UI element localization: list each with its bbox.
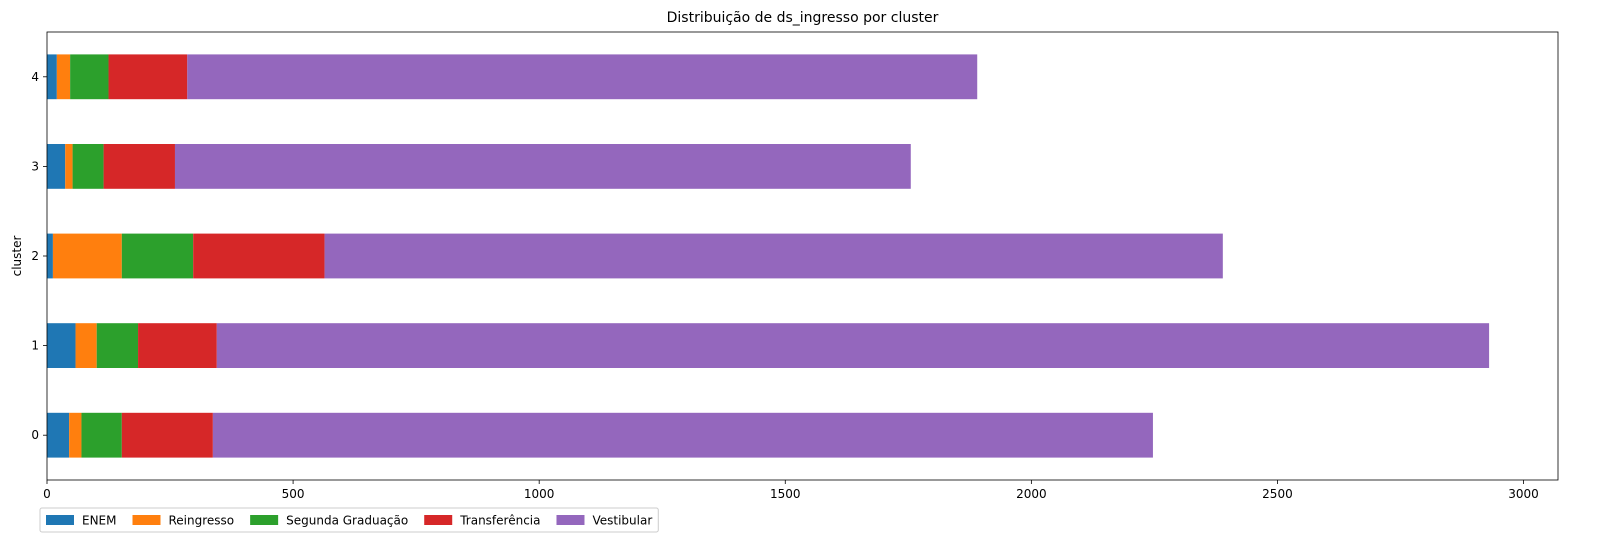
y-tick-label: 1 — [31, 339, 39, 353]
x-tick-label: 1500 — [770, 487, 801, 501]
legend-box — [39, 507, 659, 533]
bar-reingresso-cluster-0 — [69, 412, 82, 458]
bar-enem-cluster-2 — [47, 233, 53, 279]
bar-segunda-graduacao-cluster-2 — [121, 233, 194, 279]
y-ticks-group: 0 1 2 3 4 — [31, 70, 47, 442]
bar-transferencia-cluster-1 — [138, 323, 217, 368]
bars-group — [47, 54, 1490, 458]
bar-transferencia-cluster-0 — [121, 412, 213, 458]
x-tick-label: 500 — [282, 487, 305, 501]
plot-frame — [46, 31, 1559, 481]
chart-title: Distribuição de ds_ingresso por cluster — [667, 10, 939, 26]
bar-enem-cluster-3 — [47, 144, 66, 189]
legend-label-vestibular: Vestibular — [592, 514, 652, 528]
x-tick-label: 2000 — [1016, 487, 1047, 501]
bar-vestibular-cluster-1 — [216, 323, 1490, 368]
bar-reingresso-cluster-4 — [56, 54, 71, 100]
legend-label-transferencia: Transferência — [459, 514, 540, 528]
legend-label-segunda-graduacao: Segunda Graduação — [286, 514, 408, 528]
legend: ENEM Reingresso Segunda Graduação Transferê… — [39, 507, 659, 533]
x-tick-label: 1000 — [524, 487, 555, 501]
y-tick-label: 3 — [31, 159, 39, 173]
bar-vestibular-cluster-2 — [324, 233, 1223, 279]
bar-enem-cluster-1 — [47, 323, 76, 368]
bar-segunda-graduacao-cluster-0 — [81, 412, 122, 458]
legend-label-reingresso: Reingresso — [169, 514, 235, 528]
bar-reingresso-cluster-1 — [75, 323, 97, 368]
y-axis-label: cluster — [10, 236, 24, 277]
x-tick-label: 3000 — [1508, 487, 1539, 501]
bar-enem-cluster-0 — [47, 412, 70, 458]
x-tick-label: 0 — [43, 487, 51, 501]
bar-segunda-graduacao-cluster-4 — [70, 54, 109, 100]
bar-segunda-graduacao-cluster-3 — [72, 144, 104, 189]
bar-enem-cluster-4 — [47, 54, 57, 100]
bar-transferencia-cluster-4 — [108, 54, 188, 100]
bar-vestibular-cluster-3 — [174, 144, 911, 189]
bar-vestibular-cluster-0 — [212, 412, 1153, 458]
bar-transferencia-cluster-2 — [193, 233, 325, 279]
legend-swatch-enem — [46, 515, 74, 525]
x-tick-label: 2500 — [1262, 487, 1293, 501]
legend-swatch-segunda-graduacao — [250, 515, 279, 525]
legend-label-enem: ENEM — [82, 514, 117, 528]
bar-segunda-graduacao-cluster-1 — [96, 323, 139, 368]
legend-swatch-reingresso — [132, 515, 161, 525]
bar-reingresso-cluster-3 — [65, 144, 73, 189]
y-tick-label: 2 — [31, 249, 39, 263]
legend-swatch-transferencia — [424, 515, 453, 525]
bar-transferencia-cluster-3 — [103, 144, 175, 189]
x-ticks-group: 0 500 1000 1500 2000 2500 3000 — [43, 480, 1539, 501]
y-tick-label: 4 — [31, 70, 39, 84]
bar-reingresso-cluster-2 — [52, 233, 122, 279]
legend-swatch-vestibular — [556, 515, 585, 525]
y-tick-label: 0 — [31, 428, 39, 442]
bar-vestibular-cluster-4 — [187, 54, 978, 100]
